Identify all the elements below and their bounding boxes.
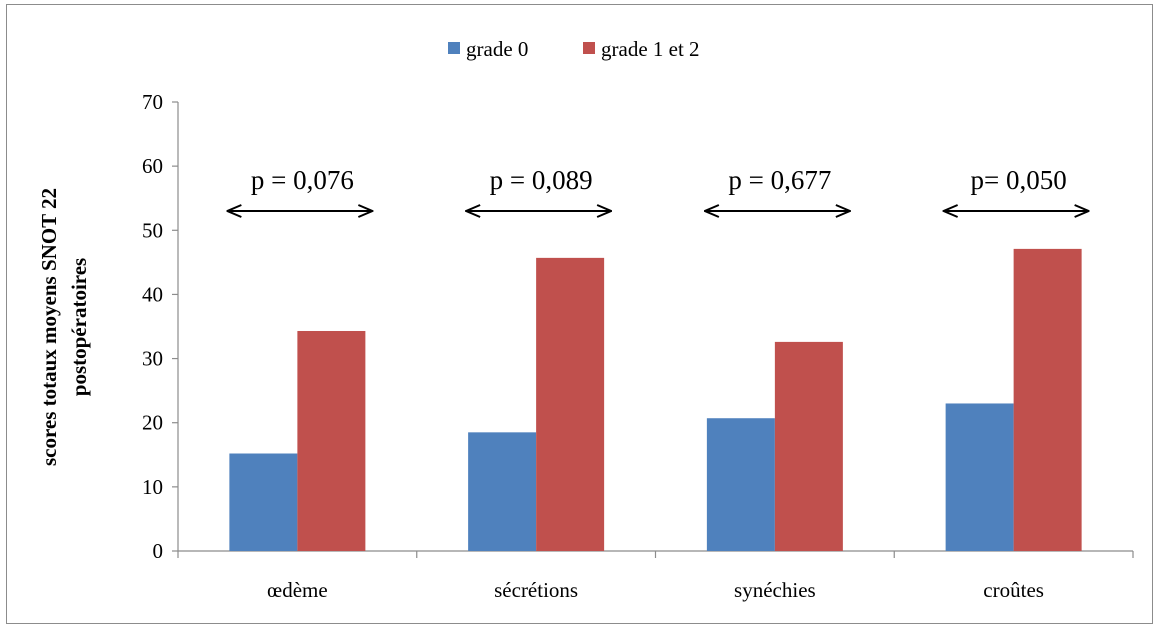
bar-grade-1-et-2-synechies: [774, 341, 843, 551]
bar-grade-0-croutes: [945, 403, 1014, 551]
legend-label-grade-1-et-2: grade 1 et 2: [601, 37, 700, 61]
legend-swatch-grade-1-et-2: [583, 42, 595, 54]
legend-label-grade-0: grade 0: [466, 37, 528, 61]
x-tick-label: sécrétions: [494, 578, 578, 602]
y-tick-label: 20: [142, 411, 163, 435]
bar-grade-0-synechies: [706, 418, 775, 551]
y-axis-title-line-1: scores totaux moyens SNOT 22: [37, 188, 61, 466]
y-axis-title: scores totaux moyens SNOT 22 postopérato…: [37, 188, 91, 466]
y-tick-label: 10: [142, 475, 163, 499]
y-tick-label: 50: [142, 218, 163, 242]
y-tick-label: 70: [142, 90, 163, 114]
x-tick-label: synéchies: [734, 578, 816, 602]
bar-grade-0-secretions: [468, 432, 537, 551]
p-value-label-croutes: p= 0,050: [971, 165, 1067, 195]
bar-grade-1-et-2-croutes: [1013, 248, 1082, 551]
y-tick-label: 60: [142, 154, 163, 178]
x-tick-label: œdème: [267, 578, 328, 602]
p-value-label-secretions: p = 0,089: [490, 165, 593, 195]
bar-grade-1-et-2-oedeme: [297, 330, 366, 551]
p-value-label-oedeme: p = 0,076: [251, 165, 354, 195]
y-tick-label: 30: [142, 347, 163, 371]
y-axis-title-line-2: postopératoires: [67, 258, 91, 396]
bar-grade-1-et-2-secretions: [536, 257, 605, 551]
legend-swatch-grade-0: [448, 42, 460, 54]
p-value-label-synechies: p = 0,677: [728, 165, 831, 195]
bars: [229, 248, 1082, 551]
annotations: p = 0,076 p = 0,089 p = 0,677 p= 0,050: [227, 165, 1088, 211]
bar-grade-0-oedeme: [229, 453, 298, 551]
y-tick-label: 40: [142, 282, 163, 306]
legend: grade 0 grade 1 et 2: [448, 37, 700, 61]
x-tick-label: croûtes: [983, 578, 1044, 602]
y-tick-label: 0: [153, 539, 164, 563]
